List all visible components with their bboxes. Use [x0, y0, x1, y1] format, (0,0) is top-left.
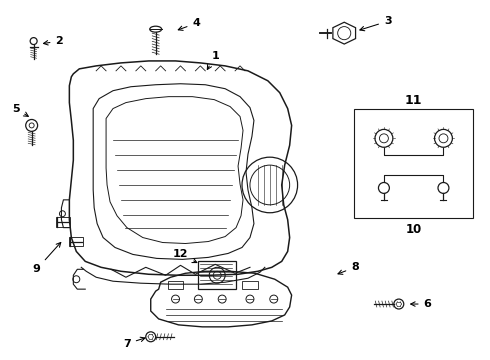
Text: 10: 10	[406, 223, 422, 236]
Text: 6: 6	[411, 299, 432, 309]
Text: 8: 8	[338, 262, 359, 274]
Bar	[354, 109, 473, 218]
Text: 9: 9	[33, 243, 61, 274]
Text: 7: 7	[123, 337, 145, 349]
Text: 2: 2	[44, 36, 63, 46]
Bar	[56, 217, 71, 227]
Text: 3: 3	[360, 16, 392, 31]
Text: 11: 11	[405, 94, 422, 107]
Text: 4: 4	[178, 18, 200, 30]
Text: 5: 5	[12, 104, 28, 116]
Text: 12: 12	[173, 249, 197, 262]
Bar	[168, 281, 183, 289]
Bar	[70, 237, 83, 247]
Bar	[242, 281, 258, 289]
Bar	[198, 261, 236, 289]
Text: 1: 1	[207, 51, 219, 69]
